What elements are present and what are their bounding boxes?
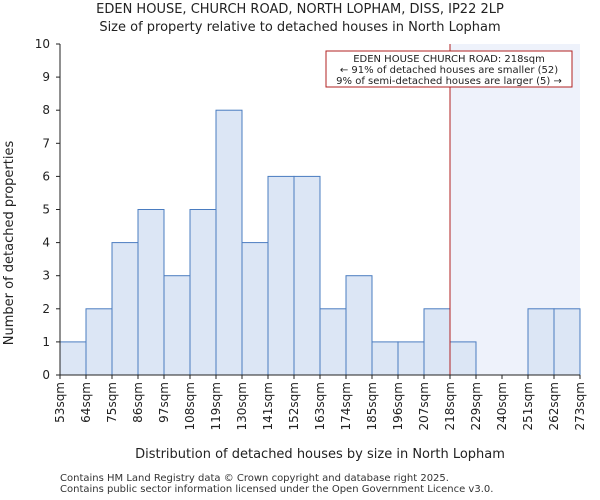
y-tick-label-5: 5 xyxy=(42,203,50,217)
x-tick-label-64sqm: 64sqm xyxy=(79,382,93,423)
footer-line-1: Contains HM Land Registry data © Crown c… xyxy=(60,473,449,484)
y-tick-label-2: 2 xyxy=(42,302,50,316)
bar-262sqm xyxy=(553,308,581,376)
bar-75sqm xyxy=(111,242,139,376)
x-tick-label-174sqm: 174sqm xyxy=(339,382,353,430)
x-tick-label-141sqm: 141sqm xyxy=(261,382,275,430)
x-tick-label-152sqm: 152sqm xyxy=(287,382,301,430)
bar-108sqm xyxy=(189,209,217,376)
y-tick-label-4: 4 xyxy=(42,236,50,250)
x-tick-label-108sqm: 108sqm xyxy=(183,382,197,430)
bar-64sqm xyxy=(85,308,113,376)
annotation-box xyxy=(325,50,573,88)
x-tick-label-119sqm: 119sqm xyxy=(209,382,223,430)
x-tick-label-185sqm: 185sqm xyxy=(365,382,379,430)
y-tick-label-8: 8 xyxy=(42,103,50,117)
x-tick-label-229sqm: 229sqm xyxy=(469,382,483,430)
bar-207sqm xyxy=(423,308,451,376)
bar-141sqm xyxy=(267,175,295,376)
x-tick-label-240sqm: 240sqm xyxy=(495,382,509,430)
x-tick-label-53sqm: 53sqm xyxy=(53,382,67,423)
y-tick-label-10: 10 xyxy=(35,37,50,51)
y-tick-label-0: 0 xyxy=(42,368,50,382)
x-tick-label-86sqm: 86sqm xyxy=(131,382,145,423)
chart-title: EDEN HOUSE, CHURCH ROAD, NORTH LOPHAM, D… xyxy=(96,2,504,17)
bar-174sqm xyxy=(345,275,373,376)
y-axis-label: Number of detached properties xyxy=(2,141,17,346)
y-tick-label-6: 6 xyxy=(42,169,50,183)
annotation-line-2: ← 91% of detached houses are smaller (52… xyxy=(340,65,558,76)
bar-163sqm xyxy=(319,308,347,376)
bar-218sqm xyxy=(449,341,477,376)
x-tick-label-251sqm: 251sqm xyxy=(521,382,535,430)
x-tick-label-262sqm: 262sqm xyxy=(547,382,561,430)
bar-130sqm xyxy=(241,242,269,376)
x-tick-label-75sqm: 75sqm xyxy=(105,382,119,423)
bar-53sqm xyxy=(59,341,87,376)
bar-152sqm xyxy=(293,175,321,376)
x-tick-label-207sqm: 207sqm xyxy=(417,382,431,430)
x-tick-label-273sqm: 273sqm xyxy=(573,382,587,430)
bar-97sqm xyxy=(163,275,191,376)
x-tick-label-97sqm: 97sqm xyxy=(157,382,171,423)
annotation-line-1: EDEN HOUSE CHURCH ROAD: 218sqm xyxy=(353,54,545,65)
y-tick-label-1: 1 xyxy=(42,335,50,349)
bar-86sqm xyxy=(137,209,165,376)
chart-subtitle: Size of property relative to detached ho… xyxy=(99,20,501,35)
x-tick-label-130sqm: 130sqm xyxy=(235,382,249,430)
x-axis-label: Distribution of detached houses by size … xyxy=(135,447,505,462)
y-tick-label-7: 7 xyxy=(42,136,50,150)
bar-185sqm xyxy=(371,341,399,376)
bar-196sqm xyxy=(397,341,425,376)
bar-251sqm xyxy=(527,308,555,376)
y-tick-label-3: 3 xyxy=(42,269,50,283)
x-tick-label-218sqm: 218sqm xyxy=(443,382,457,430)
footer-line-2: Contains public sector information licen… xyxy=(60,484,494,495)
x-tick-label-163sqm: 163sqm xyxy=(313,382,327,430)
x-tick-label-196sqm: 196sqm xyxy=(391,382,405,430)
annotation-line-3: 9% of semi-detached houses are larger (5… xyxy=(336,76,562,87)
y-tick-label-9: 9 xyxy=(42,70,50,84)
bar-119sqm xyxy=(215,109,243,376)
